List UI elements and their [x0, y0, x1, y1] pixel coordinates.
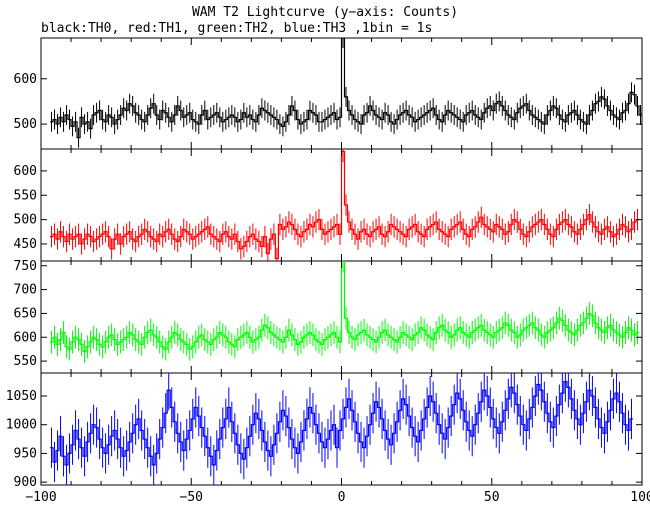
- x-axis: −100 −50 0 50 100: [25, 490, 650, 505]
- chart-title: WAM T2 Lightcurve (y−axis: Counts): [192, 5, 458, 20]
- y-tick-label: 700: [14, 283, 37, 298]
- error-bars: [51, 38, 641, 148]
- x-tick-label: 0: [338, 490, 346, 505]
- y-tick-label: 900: [14, 475, 37, 490]
- y-tick-label: 1050: [6, 389, 37, 404]
- series-th2: [50, 261, 639, 363]
- series-th1: [50, 149, 639, 261]
- y-tick-label: 950: [14, 446, 37, 461]
- y-tick-label: 600: [14, 72, 37, 87]
- y-tick-label: 550: [14, 188, 37, 203]
- series-th0: [50, 38, 642, 148]
- x-tick-label: 100: [630, 490, 650, 505]
- y-tick-label: 600: [14, 164, 37, 179]
- step-line: [50, 150, 639, 260]
- step-line: [50, 261, 639, 353]
- step-line: [50, 38, 642, 139]
- step-line: [50, 381, 633, 466]
- y-tick-label: 500: [14, 213, 37, 228]
- chart-subtitle: black:TH0, red:TH1, green:TH2, blue:TH3 …: [41, 21, 432, 36]
- x-tick-label: −100: [25, 490, 56, 505]
- y-tick-label: 650: [14, 306, 37, 321]
- y-tick-label: 600: [14, 330, 37, 345]
- panel-th3: 900 950 1000 1050: [6, 372, 643, 490]
- y-tick-label: 500: [14, 117, 37, 132]
- y-tick-label: 750: [14, 259, 37, 274]
- x-tick-label: −50: [180, 490, 203, 505]
- panels-group: 500 600 450 500 550 600 550 600 650 700 750 900 950 1…: [6, 37, 643, 490]
- panel-th2: 550 600 650 700 750: [14, 259, 643, 374]
- series-th3: [50, 373, 633, 485]
- y-tick-label: 550: [14, 354, 37, 369]
- y-tick-label: 1000: [6, 418, 37, 433]
- y-tick-label: 450: [14, 237, 37, 252]
- x-tick-label: 50: [484, 490, 500, 505]
- panel-th0: 500 600: [14, 37, 643, 150]
- panel-th1: 450 500 550 600: [14, 148, 643, 262]
